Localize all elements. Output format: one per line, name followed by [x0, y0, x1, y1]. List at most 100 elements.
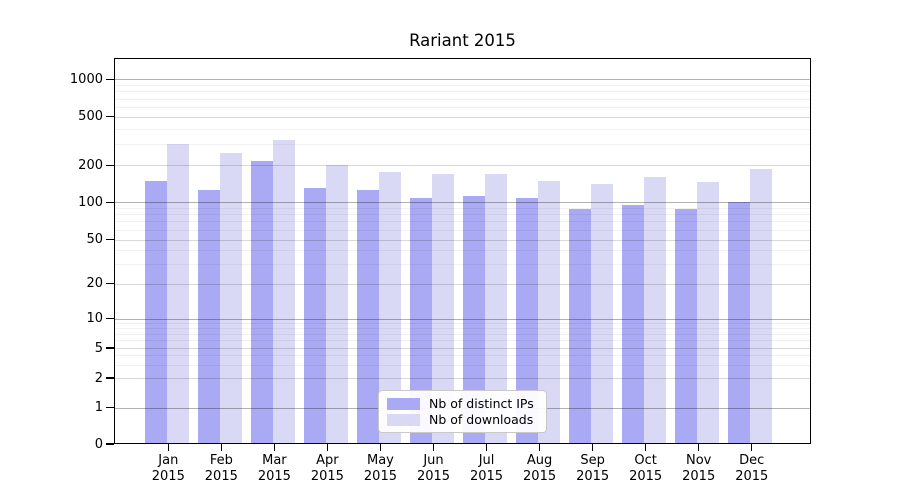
minor-gridline	[114, 128, 811, 130]
major-gridline	[114, 283, 811, 285]
y-tick-mark	[106, 78, 114, 80]
x-tick-mark	[485, 444, 488, 451]
minor-gridline	[114, 84, 811, 86]
x-tick-mark	[167, 444, 169, 451]
bar-downloads-feb	[219, 153, 242, 444]
major-gridline	[114, 116, 811, 118]
bar-distinct-ips-may	[356, 190, 379, 444]
bar-distinct-ips-sep	[569, 208, 592, 444]
x-axis-tick-label: Jul 2015	[469, 453, 504, 484]
minor-gridline	[114, 207, 811, 209]
y-axis-tick-label: 100	[78, 194, 103, 210]
y-tick-mark	[106, 238, 114, 241]
bar-downloads-may	[378, 172, 401, 444]
x-axis-tick-label: Nov 2015	[682, 453, 716, 484]
x-axis-tick-label: Jun 2015	[416, 453, 451, 484]
y-tick-mark	[106, 116, 114, 118]
y-axis-tick-label: 200	[78, 157, 103, 173]
major-gridline	[114, 239, 811, 241]
bar-downloads-apr	[325, 165, 348, 444]
major-gridline	[114, 318, 811, 320]
legend-label-distinct-ips: Nb of distinct IPs	[429, 396, 534, 411]
plot-area	[114, 58, 811, 444]
chart-title: Rariant 2015	[409, 31, 516, 50]
minor-gridline	[114, 364, 811, 366]
y-tick-mark	[106, 282, 114, 285]
x-axis-tick-label: Jan 2015	[151, 453, 185, 484]
bar-distinct-ips-jan	[144, 180, 167, 444]
bar-downloads-sep	[591, 184, 614, 444]
minor-gridline	[114, 355, 811, 357]
y-tick-mark	[106, 201, 114, 203]
major-gridline	[114, 378, 811, 379]
bar-distinct-ips-jun	[410, 198, 432, 444]
legend-swatch-downloads	[387, 413, 420, 426]
x-axis-tick-label: Aug 2015	[523, 453, 557, 484]
bar-downloads-jan	[166, 143, 189, 444]
legend-item-downloads: Nb of downloads	[387, 412, 546, 427]
bar-distinct-ips-feb	[197, 190, 220, 444]
y-tick-mark	[106, 377, 114, 379]
bar-downloads-aug	[538, 180, 561, 444]
bar-downloads-nov	[697, 182, 720, 444]
x-tick-mark	[432, 444, 435, 451]
x-tick-mark	[591, 444, 594, 451]
bar-downloads-jun	[432, 173, 454, 444]
minor-gridline	[114, 106, 811, 108]
minor-gridline	[114, 250, 811, 252]
x-axis-tick-label: Apr 2015	[310, 453, 344, 484]
legend-label-downloads: Nb of downloads	[429, 412, 534, 427]
x-axis-tick-label: Feb 2015	[204, 453, 238, 484]
minor-gridline	[114, 327, 811, 329]
minor-gridline	[114, 98, 811, 100]
major-gridline	[114, 79, 811, 81]
legend: Nb of distinct IPs Nb of downloads	[378, 390, 547, 433]
x-tick-mark	[273, 444, 276, 451]
x-axis-tick-label: May 2015	[363, 453, 397, 484]
minor-gridline	[114, 143, 811, 145]
major-gridline	[114, 348, 811, 349]
minor-gridline	[114, 221, 811, 223]
y-tick-mark	[106, 443, 114, 445]
bar-distinct-ips-jul	[463, 195, 486, 444]
legend-item-distinct-ips: Nb of distinct IPs	[387, 396, 546, 411]
bar-downloads-oct	[644, 177, 667, 444]
y-axis-tick-label: 10	[86, 311, 103, 326]
minor-gridline	[114, 91, 811, 93]
x-axis-tick-label: Oct 2015	[629, 453, 663, 484]
bar-downloads-mar	[272, 139, 295, 444]
x-tick-mark	[644, 444, 647, 451]
x-tick-mark	[751, 444, 753, 451]
minor-gridline	[114, 229, 811, 231]
x-tick-mark	[379, 444, 382, 451]
x-axis-tick-label: Sep 2015	[576, 453, 610, 484]
x-axis-tick-label: Dec 2015	[735, 453, 769, 484]
legend-swatch-distinct-ips	[387, 397, 420, 410]
x-tick-mark	[326, 444, 329, 451]
y-axis-tick-label: 5	[94, 340, 103, 356]
bar-distinct-ips-nov	[675, 208, 698, 444]
y-axis-tick-label: 1000	[69, 71, 103, 87]
bar-distinct-ips-oct	[622, 205, 645, 444]
y-tick-mark	[106, 406, 114, 409]
y-axis-tick-label: 50	[86, 232, 103, 247]
y-axis-tick-label: 0	[94, 436, 103, 452]
minor-gridline	[114, 264, 811, 266]
y-tick-mark	[106, 347, 114, 349]
y-axis-tick-label: 500	[78, 109, 103, 125]
y-axis-tick-label: 20	[86, 276, 103, 291]
x-tick-mark	[220, 444, 223, 451]
bar-distinct-ips-mar	[250, 161, 273, 444]
minor-gridline	[114, 322, 811, 324]
minor-gridline	[114, 340, 811, 342]
x-tick-mark	[698, 444, 700, 451]
minor-gridline	[114, 333, 811, 335]
minor-gridline	[114, 214, 811, 216]
bar-downloads-jul	[485, 173, 508, 444]
y-tick-mark	[106, 164, 114, 166]
bar-distinct-ips-aug	[516, 198, 539, 444]
bar-downloads-dec	[750, 169, 773, 444]
y-axis-tick-label: 1	[94, 400, 103, 415]
bar-distinct-ips-dec	[728, 202, 751, 444]
